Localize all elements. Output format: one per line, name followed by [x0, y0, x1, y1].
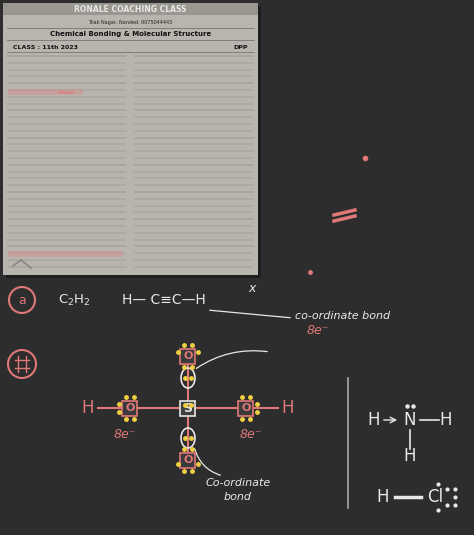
FancyBboxPatch shape [181, 401, 195, 416]
Text: H— C≡C—H: H— C≡C—H [122, 293, 206, 307]
Text: 8e⁻: 8e⁻ [240, 427, 262, 440]
FancyBboxPatch shape [238, 401, 254, 416]
Text: co-ordinate bond: co-ordinate bond [295, 311, 390, 321]
Text: $\mathregular{C_2H_2}$: $\mathregular{C_2H_2}$ [58, 293, 91, 308]
Text: H: H [440, 411, 452, 429]
Text: Co-ordinate
bond: Co-ordinate bond [205, 478, 271, 502]
Text: CLASS : 11th 2023: CLASS : 11th 2023 [13, 44, 78, 50]
Text: 8e⁻: 8e⁻ [307, 324, 329, 337]
Text: S: S [183, 401, 192, 415]
Bar [8, 251, 123, 257]
Text: Cl: Cl [427, 488, 443, 506]
Text: H: H [404, 447, 416, 465]
Text: Tilak Nagar, Nanded. 9075044443: Tilak Nagar, Nanded. 9075044443 [88, 19, 173, 25]
Bar [3, 3, 258, 275]
Text: RONALE COACHING CLASS: RONALE COACHING CLASS [74, 4, 187, 13]
Text: DPP: DPP [234, 44, 248, 50]
Text: O: O [183, 351, 193, 361]
Text: x: x [248, 281, 255, 294]
Text: H: H [368, 411, 380, 429]
Text: N: N [404, 411, 416, 429]
Bar [8, 89, 83, 95]
Text: 8e⁻: 8e⁻ [114, 427, 136, 440]
FancyBboxPatch shape [181, 348, 195, 363]
Text: O: O [241, 403, 251, 413]
Bar [6, 6, 261, 278]
Text: O: O [125, 403, 135, 413]
FancyBboxPatch shape [122, 401, 137, 416]
Text: O: O [183, 455, 193, 465]
Text: H: H [377, 488, 389, 506]
Text: H: H [82, 399, 94, 417]
Text: a: a [18, 294, 26, 307]
Text: H: H [282, 399, 294, 417]
Bar [3, 3, 258, 15]
Text: Chemical Bonding & Molecular Structure: Chemical Bonding & Molecular Structure [50, 31, 211, 37]
FancyBboxPatch shape [181, 453, 195, 468]
